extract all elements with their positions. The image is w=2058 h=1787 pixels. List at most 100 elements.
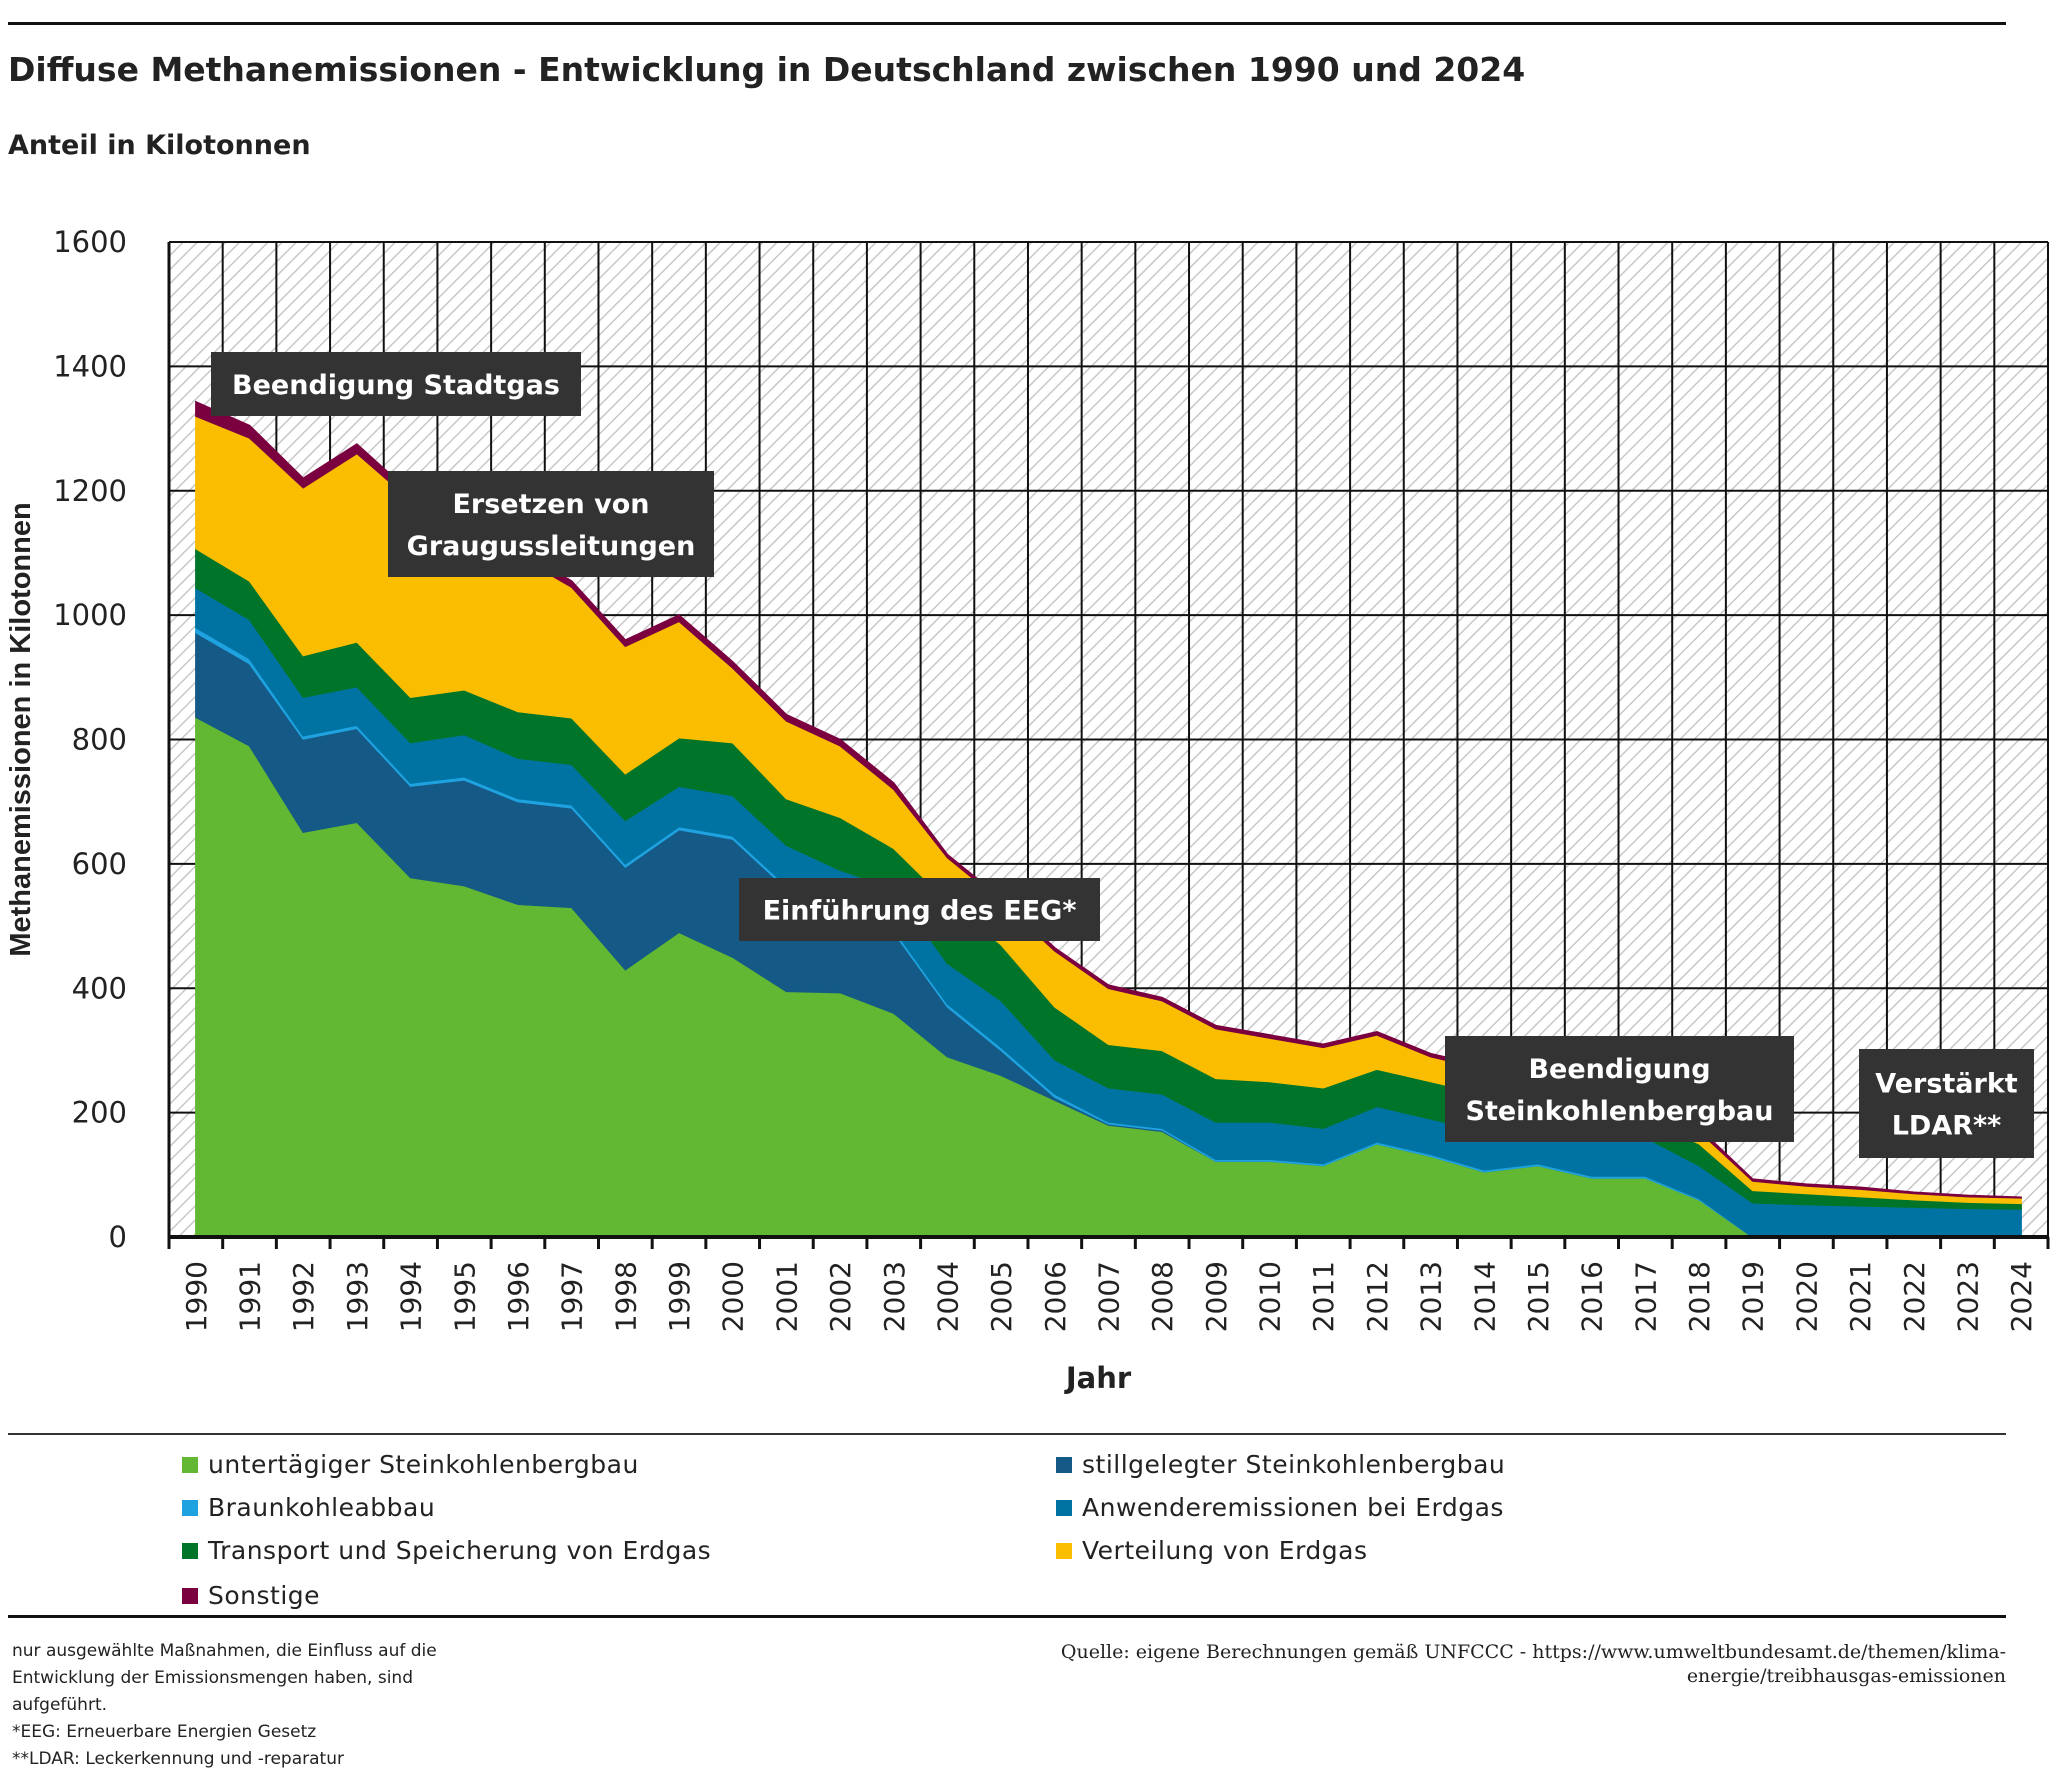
x-tick-label: 2008 bbox=[1146, 1261, 1179, 1332]
annotation-text: Graugussleitungen bbox=[407, 531, 696, 562]
x-tick-label: 2014 bbox=[1468, 1261, 1501, 1332]
y-tick-label: 600 bbox=[72, 847, 127, 881]
annotation-background bbox=[1859, 1049, 2034, 1158]
x-tick-label: 2018 bbox=[1683, 1261, 1716, 1332]
x-tick-label: 1996 bbox=[502, 1261, 535, 1332]
x-tick-label: 2020 bbox=[1790, 1261, 1823, 1332]
legend-label: Verteilung von Erdgas bbox=[1082, 1536, 1368, 1565]
annotation-text: Steinkohlenbergbau bbox=[1466, 1096, 1774, 1127]
legend-swatch bbox=[1056, 1456, 1072, 1473]
x-tick-label: 2006 bbox=[1039, 1261, 1072, 1332]
footnote-line: nur ausgewählte Maßnahmen, die Einfluss … bbox=[12, 1641, 437, 1661]
annotation-background bbox=[388, 471, 714, 577]
x-tick-label: 1992 bbox=[287, 1261, 320, 1332]
legend-swatch bbox=[182, 1542, 198, 1559]
y-tick-label: 1400 bbox=[53, 349, 127, 383]
x-tick-label: 2016 bbox=[1576, 1261, 1609, 1332]
legend-item: stillgelegter Steinkohlenbergbau bbox=[1056, 1450, 1505, 1479]
x-tick-label: 1997 bbox=[556, 1261, 589, 1332]
x-tick-label: 2011 bbox=[1307, 1261, 1340, 1332]
x-tick-label: 2013 bbox=[1415, 1261, 1448, 1332]
legend-item: Sonstige bbox=[182, 1581, 320, 1610]
x-tick-label: 2000 bbox=[717, 1261, 750, 1332]
source-line: Quelle: eigene Berechnungen gemäß UNFCCC… bbox=[1060, 1641, 2006, 1663]
annotation-text: Einführung des EEG* bbox=[763, 896, 1077, 927]
legend-label: stillgelegter Steinkohlenbergbau bbox=[1082, 1450, 1506, 1479]
annotation-text: Ersetzen von bbox=[452, 489, 649, 520]
legend-swatch bbox=[182, 1499, 198, 1516]
x-tick-label: 1993 bbox=[341, 1261, 374, 1332]
x-tick-label: 2024 bbox=[2005, 1261, 2038, 1332]
legend-label: Transport und Speicherung von Erdgas bbox=[208, 1536, 712, 1565]
y-tick-label: 0 bbox=[109, 1220, 127, 1254]
x-tick-label: 1990 bbox=[180, 1261, 213, 1332]
annotation-text: Beendigung Stadtgas bbox=[232, 370, 560, 401]
x-tick-label: 1998 bbox=[609, 1261, 642, 1332]
x-tick-label: 2021 bbox=[1844, 1261, 1877, 1332]
stacked-area-chart: 0 200 400 600 800 1000 1200 1400 1600 1990 1991 199… bbox=[5, 225, 2050, 1395]
annotation-text: Verstärkt bbox=[1875, 1069, 2018, 1100]
legend-label: untertägiger Steinkohlenbergbau bbox=[208, 1450, 639, 1479]
y-tick-label: 1200 bbox=[53, 474, 127, 508]
x-tick-label: 2017 bbox=[1629, 1261, 1662, 1332]
legend-label: Sonstige bbox=[208, 1581, 321, 1610]
x-axis-title: Jahr bbox=[1064, 1361, 1132, 1395]
legend-swatch bbox=[1056, 1542, 1072, 1559]
source-note: Quelle: eigene Berechnungen gemäß UNFCCC… bbox=[1061, 1640, 2006, 1688]
x-tick-label: 1991 bbox=[234, 1261, 267, 1332]
chart-title: Diffuse Methanemissionen - Entwicklung i… bbox=[8, 50, 1526, 89]
legend-item: Anwenderemissionen bei Erdgas bbox=[1056, 1493, 1504, 1522]
x-tick-label: 2002 bbox=[824, 1261, 857, 1332]
y-tick-label: 1600 bbox=[53, 225, 127, 259]
x-tick-label: 2004 bbox=[931, 1261, 964, 1332]
annotation-background bbox=[211, 352, 581, 416]
x-tick-label: 2005 bbox=[985, 1261, 1018, 1332]
legend-item: Transport und Speicherung von Erdgas bbox=[182, 1536, 711, 1565]
annotation-box: Beendigung Steinkohlenbergbau bbox=[1445, 1036, 1794, 1142]
y-tick-label: 400 bbox=[72, 971, 127, 1005]
footnote-line: Entwicklung der Emissionsmengen haben, s… bbox=[12, 1668, 413, 1688]
x-tick-label: 1994 bbox=[395, 1261, 428, 1332]
annotation-box: Beendigung Stadtgas bbox=[211, 352, 581, 416]
annotation-box: Verstärkt LDAR** bbox=[1859, 1049, 2034, 1158]
legend-swatch bbox=[1056, 1499, 1072, 1516]
footnotes: nur ausgewählte Maßnahmen, die Einfluss … bbox=[12, 1638, 437, 1773]
chart-subtitle: Anteil in Kilotonnen bbox=[8, 130, 311, 161]
x-tick-label: 2012 bbox=[1361, 1261, 1394, 1332]
top-rule bbox=[8, 22, 2006, 25]
x-tick-label: 2003 bbox=[878, 1261, 911, 1332]
x-tick-label: 2001 bbox=[770, 1261, 803, 1332]
y-tick-label: 200 bbox=[72, 1096, 127, 1130]
footnote-line: *EEG: Erneuerbare Energien Gesetz bbox=[12, 1722, 317, 1742]
legend-swatch bbox=[182, 1587, 198, 1604]
legend-bottom-rule bbox=[8, 1615, 2006, 1618]
area-sonstige bbox=[195, 400, 2022, 1199]
annotation-text: Beendigung bbox=[1528, 1054, 1710, 1085]
x-tick-label: 2022 bbox=[1898, 1261, 1931, 1332]
x-tick-label: 2007 bbox=[1093, 1261, 1126, 1332]
y-tick-label: 1000 bbox=[53, 598, 127, 632]
annotation-background bbox=[1445, 1036, 1794, 1142]
x-tick-label: 2010 bbox=[1254, 1261, 1287, 1332]
x-tick-label: 2015 bbox=[1522, 1261, 1555, 1332]
x-tick-label: 2009 bbox=[1200, 1261, 1233, 1332]
x-tick-label: 2023 bbox=[1951, 1261, 1984, 1332]
x-tick-label: 1999 bbox=[663, 1261, 696, 1332]
x-tick-label: 1995 bbox=[448, 1261, 481, 1332]
legend-label: Anwenderemissionen bei Erdgas bbox=[1082, 1493, 1504, 1522]
annotation-text: LDAR** bbox=[1892, 1111, 2002, 1142]
y-axis-title: Methanemissionen in Kilotonnen bbox=[5, 502, 37, 956]
legend-item: Verteilung von Erdgas bbox=[1056, 1536, 1368, 1565]
source-line: energie/treibhausgas-emissionen bbox=[1686, 1665, 2006, 1687]
footnote-line: **LDAR: Leckerkennung und -reparatur bbox=[12, 1749, 344, 1769]
annotation-box: Einführung des EEG* bbox=[739, 878, 1100, 941]
legend-top-rule bbox=[8, 1433, 2006, 1435]
footnote-line: aufgeführt. bbox=[12, 1695, 108, 1715]
legend-swatch bbox=[182, 1456, 198, 1473]
legend-item: untertägiger Steinkohlenbergbau bbox=[182, 1450, 639, 1479]
legend-label: Braunkohleabbau bbox=[208, 1493, 436, 1522]
annotation-background bbox=[739, 878, 1100, 941]
legend-item: Braunkohleabbau bbox=[182, 1493, 435, 1522]
annotation-box: Ersetzen von Graugussleitungen bbox=[388, 471, 714, 577]
y-tick-label: 800 bbox=[72, 723, 127, 757]
